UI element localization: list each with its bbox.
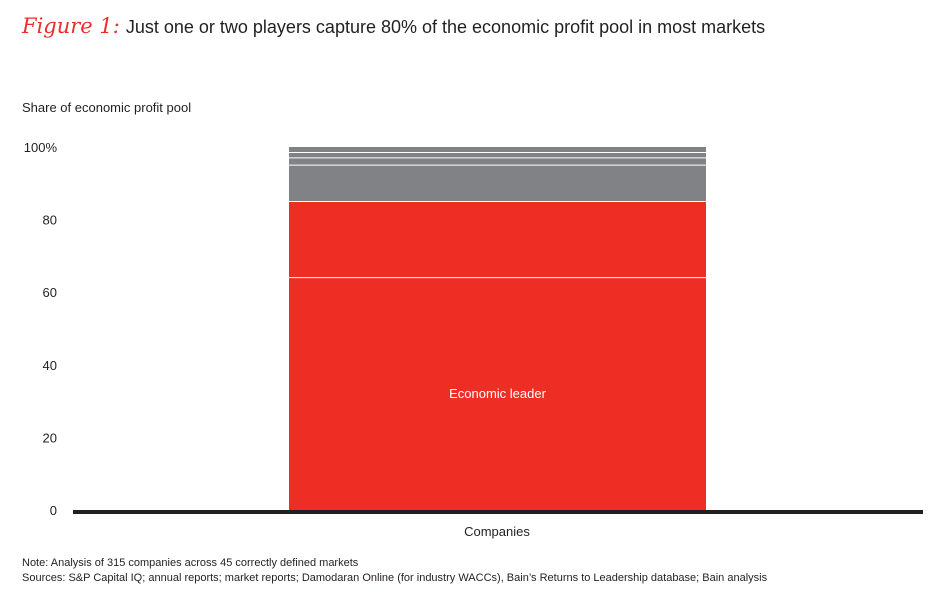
stacked-bar-chart: 0 20 40 60 80 100% Economic leader Companies — [24, 140, 923, 539]
x-axis-baseline — [73, 510, 923, 514]
bar-segment — [289, 147, 706, 153]
figure-title-row: Figure 1: Just one or two players capture… — [22, 14, 765, 38]
bar-segment — [289, 157, 706, 166]
bar-segment — [289, 201, 706, 278]
bar-segment — [289, 277, 706, 510]
sources-text: Sources: S&P Capital IQ; annual reports;… — [22, 572, 768, 584]
chart-notes: Note: Analysis of 315 companies across 4… — [22, 556, 767, 586]
y-tick-label: 60 — [43, 285, 57, 300]
category-label: Companies — [464, 524, 530, 539]
figure-title: Just one or two players capture 80% of t… — [125, 17, 766, 37]
y-tick-label: 20 — [43, 430, 57, 445]
y-axis-ticks: 0 20 40 60 80 100% — [24, 140, 58, 518]
y-tick-label: 0 — [50, 503, 57, 518]
note-text: Note: Analysis of 315 companies across 4… — [22, 557, 359, 569]
bar-segment — [289, 152, 706, 158]
series-label-economic-leader: Economic leader — [449, 386, 546, 401]
y-tick-label: 80 — [43, 213, 57, 228]
y-tick-label: 100% — [24, 140, 58, 155]
y-tick-label: 40 — [43, 358, 57, 373]
bar-segment — [289, 165, 706, 202]
y-axis-title: Share of economic profit pool — [22, 100, 192, 115]
bar-stack: Economic leader — [289, 147, 706, 510]
figure-label: Figure 1: — [22, 14, 120, 38]
